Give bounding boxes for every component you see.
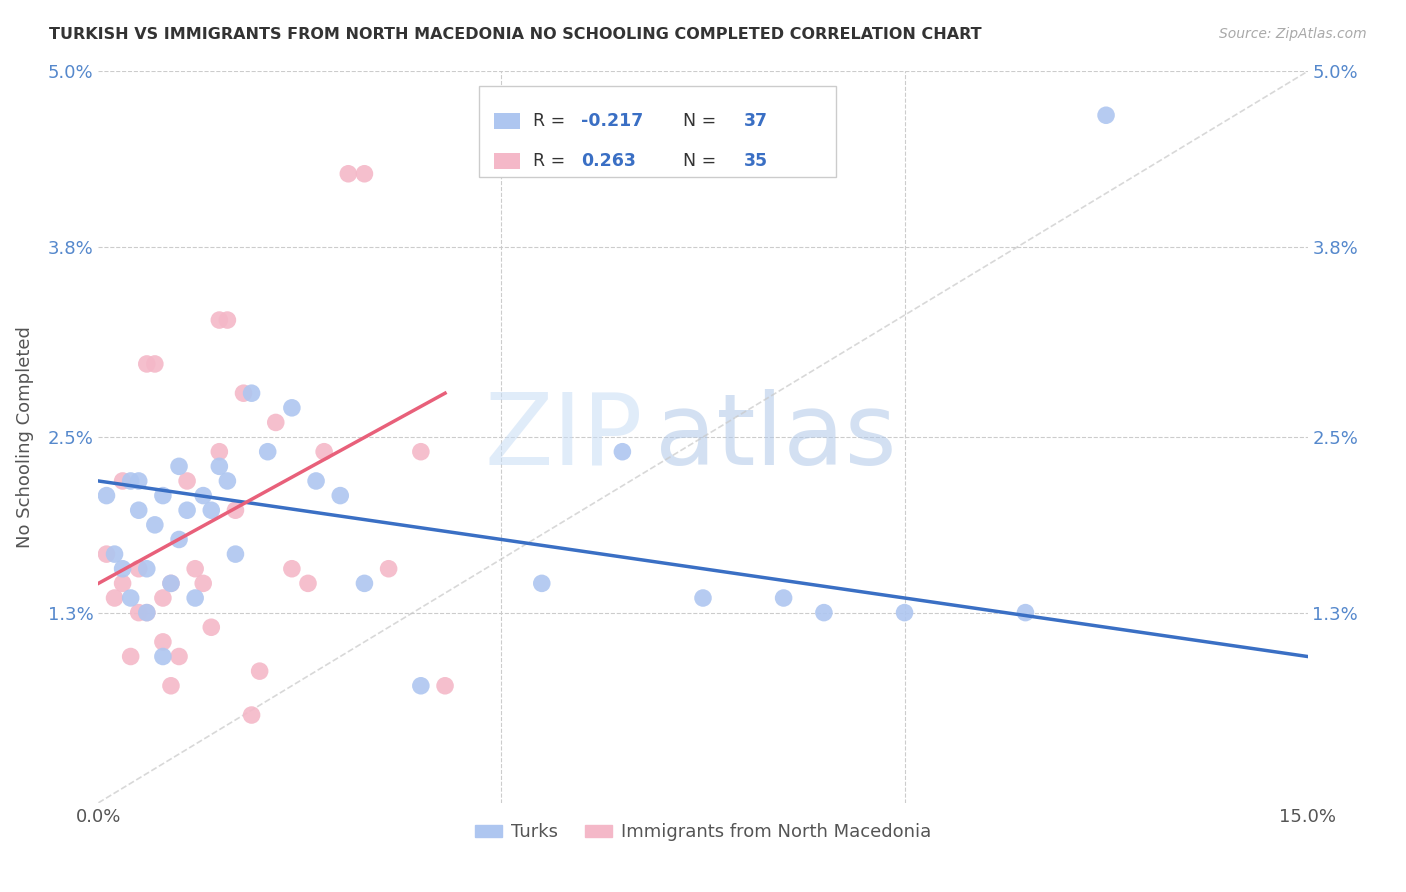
Point: [1014, 606, 1036, 620]
Point: [135, 606, 157, 620]
Text: Source: ZipAtlas.com: Source: ZipAtlas.com: [1219, 27, 1367, 41]
Point: [184, 591, 207, 605]
Point: [167, 459, 190, 474]
Point: [813, 606, 835, 620]
Point: [193, 489, 215, 503]
Point: [103, 591, 125, 605]
Point: [152, 591, 174, 605]
Legend: Turks, Immigrants from North Macedonia: Turks, Immigrants from North Macedonia: [468, 816, 938, 848]
Point: [152, 649, 174, 664]
Point: [337, 167, 360, 181]
Point: [772, 591, 794, 605]
Point: [200, 620, 222, 634]
Point: [135, 357, 157, 371]
Point: [167, 649, 190, 664]
Point: [305, 474, 328, 488]
Point: [152, 489, 174, 503]
Text: atlas: atlas: [655, 389, 896, 485]
Text: 0.263: 0.263: [581, 152, 636, 170]
Point: [314, 444, 336, 458]
Point: [120, 591, 142, 605]
Point: [111, 576, 134, 591]
Point: [103, 547, 125, 561]
Point: [143, 517, 166, 532]
Point: [135, 562, 157, 576]
Point: [434, 679, 457, 693]
Text: N =: N =: [672, 112, 721, 129]
Point: [893, 606, 915, 620]
Point: [409, 679, 432, 693]
Text: ZIP: ZIP: [484, 389, 643, 485]
Text: -0.217: -0.217: [581, 112, 643, 129]
Point: [160, 576, 183, 591]
Point: [297, 576, 319, 591]
Point: [128, 562, 150, 576]
Point: [120, 474, 142, 488]
Text: N =: N =: [672, 152, 721, 170]
Point: [120, 649, 142, 664]
Point: [612, 444, 634, 458]
Point: [256, 444, 278, 458]
Point: [111, 562, 134, 576]
Point: [176, 474, 198, 488]
Point: [193, 576, 215, 591]
Text: R =: R =: [533, 112, 571, 129]
Point: [232, 386, 254, 401]
Point: [128, 474, 150, 488]
Point: [224, 503, 246, 517]
Point: [353, 576, 375, 591]
Point: [249, 664, 271, 678]
Point: [160, 576, 183, 591]
Bar: [494, 112, 520, 128]
Point: [217, 313, 239, 327]
Point: [329, 489, 352, 503]
Point: [128, 606, 150, 620]
Point: [377, 562, 399, 576]
Point: [128, 503, 150, 517]
Point: [96, 489, 118, 503]
Point: [143, 357, 166, 371]
Point: [409, 444, 432, 458]
Point: [1095, 108, 1118, 122]
Text: 37: 37: [744, 112, 768, 129]
Point: [208, 459, 231, 474]
Point: [264, 416, 287, 430]
Point: [176, 503, 198, 517]
Y-axis label: No Schooling Completed: No Schooling Completed: [15, 326, 34, 548]
Point: [111, 474, 134, 488]
Text: R =: R =: [533, 152, 576, 170]
Point: [184, 562, 207, 576]
Point: [240, 386, 263, 401]
Point: [530, 576, 553, 591]
Point: [160, 679, 183, 693]
Point: [96, 547, 118, 561]
Point: [353, 167, 375, 181]
Point: [224, 547, 246, 561]
Point: [208, 444, 231, 458]
Point: [152, 635, 174, 649]
Point: [692, 591, 714, 605]
Bar: [494, 153, 520, 169]
Text: TURKISH VS IMMIGRANTS FROM NORTH MACEDONIA NO SCHOOLING COMPLETED CORRELATION CH: TURKISH VS IMMIGRANTS FROM NORTH MACEDON…: [49, 27, 981, 42]
Point: [281, 401, 304, 415]
Point: [135, 606, 157, 620]
Point: [167, 533, 190, 547]
Point: [217, 474, 239, 488]
Point: [208, 313, 231, 327]
Point: [281, 562, 304, 576]
Point: [240, 708, 263, 723]
Text: 35: 35: [744, 152, 768, 170]
Point: [200, 503, 222, 517]
